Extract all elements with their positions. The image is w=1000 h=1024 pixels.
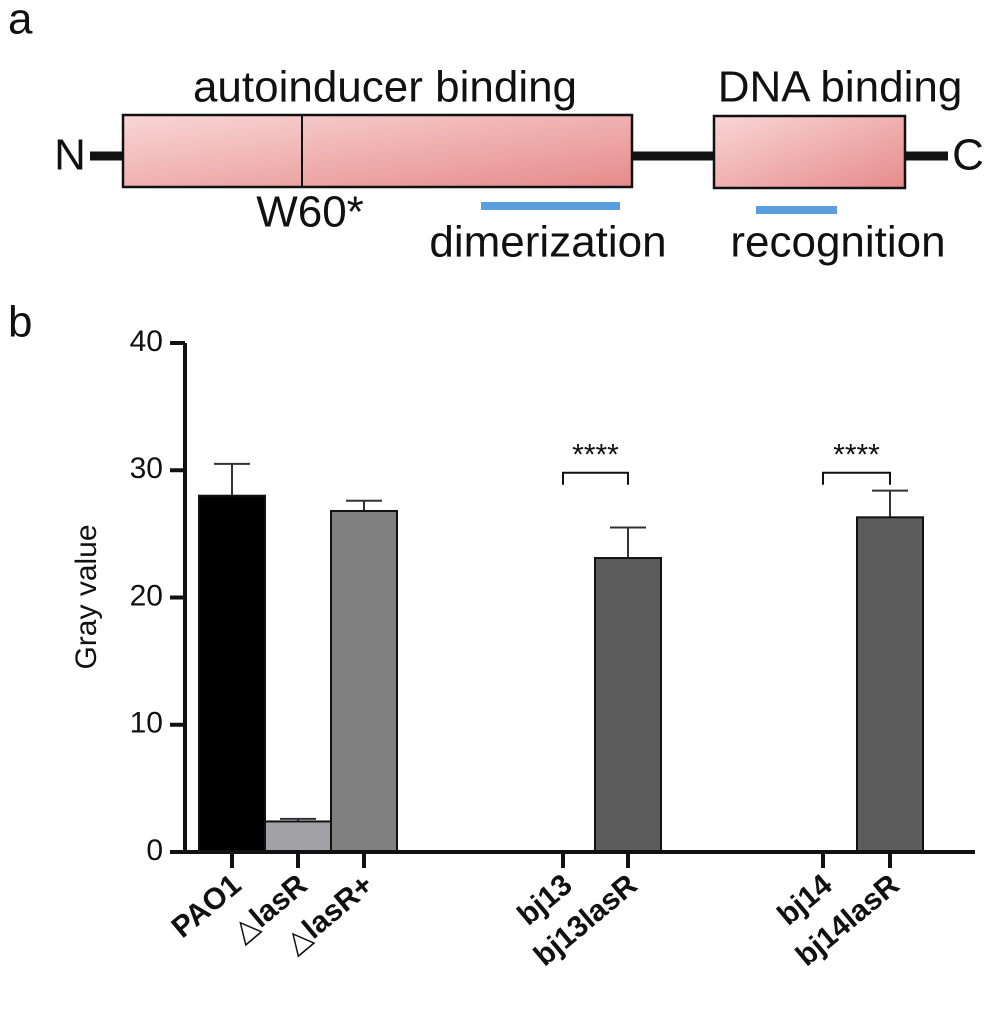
y-tick-label: 0 [146, 834, 163, 867]
bar [330, 509, 398, 853]
region-label: recognition [730, 218, 945, 267]
y-tick-label: 10 [130, 707, 163, 740]
significance-label: **** [572, 439, 619, 472]
y-tick-label: 20 [130, 579, 163, 612]
panel-label: a [8, 0, 33, 44]
y-tick-label: 40 [130, 325, 163, 358]
panel-label: b [8, 298, 32, 347]
protein-diagram: N C autoinducer binding DNA binding W60*… [54, 63, 984, 267]
bar [198, 494, 266, 853]
terminus-label: N [54, 131, 86, 180]
domain-box [712, 114, 907, 190]
bar [264, 820, 332, 854]
domain-label: autoinducer binding [193, 63, 577, 112]
region-label: dimerization [429, 218, 666, 267]
mutation-label: W60* [256, 188, 364, 237]
domain-label: DNA binding [718, 63, 963, 112]
bar [594, 557, 662, 853]
domain-box [121, 113, 634, 189]
significance-bracket [562, 471, 629, 485]
significance-label: **** [833, 439, 880, 472]
y-axis-label: Gray value [70, 524, 103, 669]
y-tick-label: 30 [130, 452, 163, 485]
bar [856, 516, 924, 854]
significance-bracket [822, 471, 891, 485]
terminus-label: C [952, 131, 984, 180]
